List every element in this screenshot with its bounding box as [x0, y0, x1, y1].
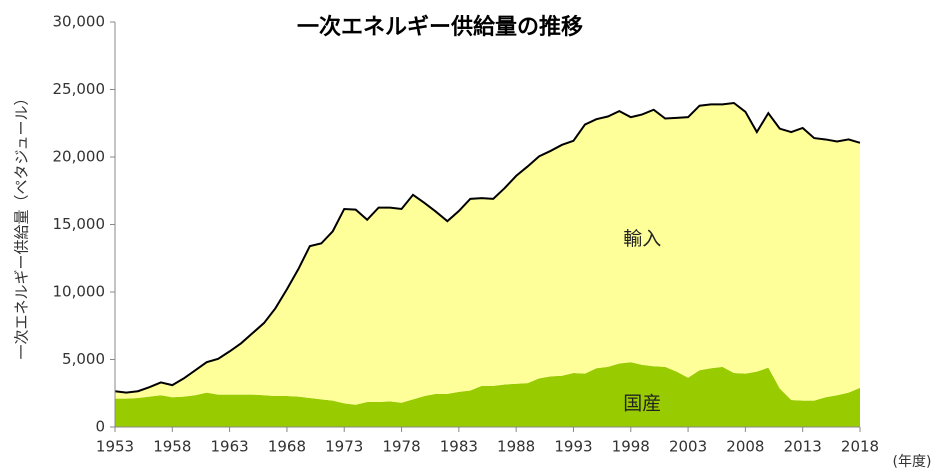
x-tick-label: 1973: [325, 438, 363, 456]
y-tick-label: 5,000: [62, 350, 105, 368]
x-tick-label: 2018: [841, 438, 879, 456]
x-tick-label: 2013: [784, 438, 822, 456]
x-tick-label: 1988: [497, 438, 535, 456]
x-tick-label: 1983: [440, 438, 478, 456]
y-tick-label: 30,000: [53, 13, 106, 31]
x-tick-label: 1958: [153, 438, 191, 456]
x-tick-label: 1993: [554, 438, 592, 456]
x-tick-label: 1953: [96, 438, 134, 456]
y-tick-label: 10,000: [53, 283, 106, 301]
x-axis-label: (年度): [893, 454, 932, 470]
x-tick-label: 1998: [612, 438, 650, 456]
y-tick-label: 0: [95, 418, 105, 436]
y-tick-label: 25,000: [53, 80, 106, 98]
x-tick-label: 2003: [669, 438, 707, 456]
area-label: 国産: [623, 392, 661, 414]
y-tick-label: 15,000: [53, 215, 106, 233]
x-tick-label: 2008: [726, 438, 764, 456]
x-tick-label: 1978: [382, 438, 420, 456]
total-line: [114, 101, 861, 394]
area-label: 輸入: [623, 228, 661, 250]
chart-title: 一次エネルギー供給量の推移: [297, 14, 583, 40]
area: [115, 103, 860, 405]
x-tick-label: 1963: [211, 438, 249, 456]
y-tick-label: 20,000: [53, 148, 106, 166]
x-tick-label: 1968: [268, 438, 306, 456]
area: [115, 362, 860, 427]
y-axis-label: 一次エネルギー供給量（ペタジュール）: [13, 91, 31, 360]
